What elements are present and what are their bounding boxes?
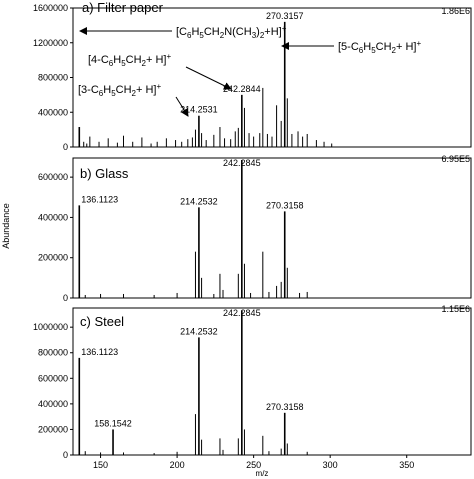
y-tick-label: 1000000	[33, 322, 68, 332]
plot-frame	[72, 157, 472, 299]
y-tick-label: 200000	[38, 424, 68, 434]
svg-text:[4-C6H5CH2+ H]+: [4-C6H5CH2+ H]+	[88, 52, 171, 68]
y-axis-panel-c: 0 200000 400000 600000 800000 1000000	[33, 307, 472, 460]
y-tick-label: 0	[63, 293, 68, 303]
y-tick-label: 400000	[38, 107, 68, 117]
panel-a-scale: 1.86E6	[441, 6, 470, 16]
peak-labels-panel-c: 136.1123 158.1542 214.2532 242.2845 270.3158	[81, 308, 303, 428]
peak-label: 214.2532	[180, 326, 218, 336]
panel-filter-paper: 0 400000 800000 1200000 1600000 214.2531 242.…	[33, 0, 472, 152]
panel-a-label: a) Filter paper	[82, 0, 164, 15]
y-tick-label: 800000	[38, 348, 68, 358]
peaks-panel-b	[78, 160, 308, 298]
panel-c-label: c) Steel	[80, 314, 124, 329]
peak-labels-panel-b: 136.1123 214.2532 242.2845 270.3158	[81, 158, 303, 210]
x-tick-label: 350	[399, 460, 414, 470]
y-axis-panel-b: 0 200000 400000 600000	[38, 157, 472, 303]
arrow-3-benzyl	[175, 96, 189, 117]
svg-text:[C6H5CH2N(CH3)2+H]+: [C6H5CH2N(CH3)2+H]+	[176, 24, 287, 40]
y-tick-label: 200000	[38, 253, 68, 263]
panel-b-scale: 6.95E5	[441, 154, 470, 164]
peak-label: 242.2844	[223, 84, 261, 94]
y-tick-label: 400000	[38, 212, 68, 222]
peak-label: 242.2845	[223, 308, 261, 318]
y-tick-label: 600000	[38, 172, 68, 182]
y-tick-label: 1200000	[33, 38, 68, 48]
y-tick-label: 0	[63, 142, 68, 152]
peak-label: 158.1542	[94, 418, 132, 428]
y-tick-label: 400000	[38, 399, 68, 409]
peak-labels-panel-a: 214.2531 242.2844 270.3157	[180, 11, 303, 115]
panel-c-scale: 1.15E6	[441, 304, 470, 314]
svg-text:[5-C6H5CH2+ H]+: [5-C6H5CH2+ H]+	[338, 39, 421, 55]
x-tick-label: 300	[323, 460, 338, 470]
peak-label: 270.3158	[266, 200, 304, 210]
peak-label: 214.2531	[180, 105, 218, 115]
panel-steel: 0 200000 400000 600000 800000 1000000 136.112…	[33, 304, 472, 460]
y-axis-label: Abundance	[1, 203, 11, 249]
x-tick-label: 250	[246, 460, 261, 470]
x-tick-label: 150	[93, 460, 108, 470]
annotation-3-benzyl: [3-C6H5CH2+ H]+	[78, 82, 189, 117]
y-tick-label: 800000	[38, 73, 68, 83]
panel-glass: 0 200000 400000 600000 136.1123 214.2532 242.…	[38, 154, 472, 303]
plot-frame	[72, 307, 472, 456]
peak-label: 136.1123	[81, 194, 118, 204]
peak-label: 214.2532	[180, 196, 218, 206]
x-axis: 150 200 250 300 350	[93, 455, 414, 470]
peaks-panel-c	[78, 310, 308, 455]
peak-label: 136.1123	[81, 347, 118, 357]
peak-label: 270.3158	[266, 402, 304, 412]
arrow-4-benzyl	[185, 66, 232, 90]
y-tick-label: 1600000	[33, 3, 68, 13]
x-axis-label: m/z	[256, 469, 269, 478]
y-tick-label: 0	[63, 450, 68, 460]
annotation-dimethylbenzylamine: [C6H5CH2N(CH3)2+H]+	[79, 24, 287, 40]
annotation-5-benzyl: [5-C6H5CH2+ H]+	[281, 39, 421, 55]
y-axis-panel-a: 0 400000 800000 1200000 1600000	[33, 3, 472, 152]
peak-label: 270.3157	[266, 11, 304, 21]
x-tick-label: 200	[170, 460, 185, 470]
y-tick-label: 600000	[38, 373, 68, 383]
peak-label: 242.2845	[223, 158, 261, 168]
panel-b-label: b) Glass	[80, 166, 129, 181]
svg-text:[3-C6H5CH2+ H]+: [3-C6H5CH2+ H]+	[78, 82, 161, 98]
